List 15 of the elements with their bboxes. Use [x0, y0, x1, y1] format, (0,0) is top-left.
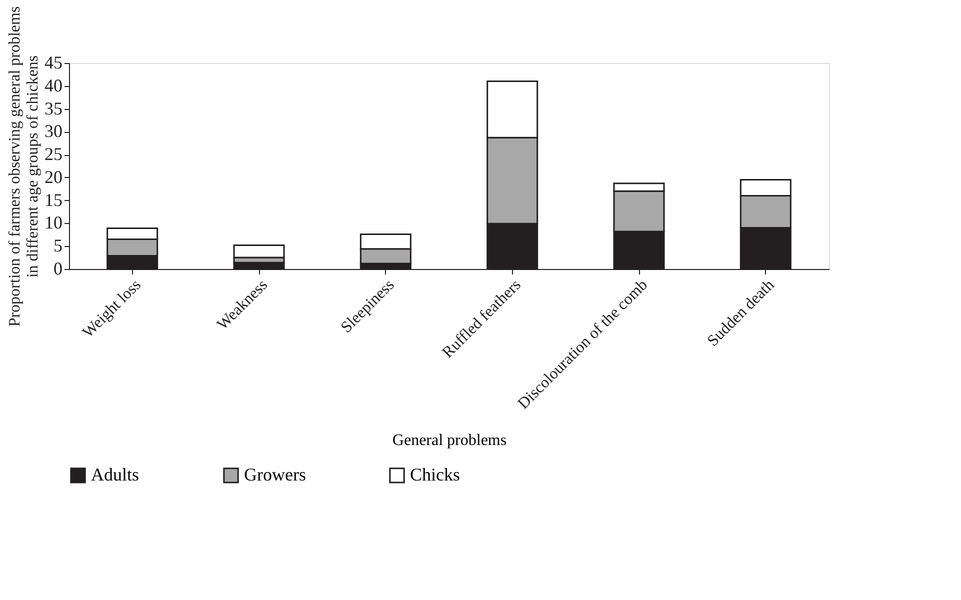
y-tick-label: 35 [44, 98, 62, 118]
y-tick-label: 45 [44, 52, 62, 72]
y-tick-label: 10 [44, 212, 62, 233]
legend-label: Adults [91, 464, 140, 484]
y-axis-title: Proportion of farmers observing general problems in different age groups of chickens [6, 6, 42, 327]
y-tick-label: 15 [44, 190, 62, 210]
x-axis-title: General problems [392, 432, 507, 449]
y-tick-label: 20 [44, 166, 62, 187]
y-tick-label: 40 [44, 75, 62, 96]
y-tick-label: 0 [54, 258, 62, 278]
y-tick-label: 5 [54, 236, 62, 256]
y-tick-label: 30 [44, 121, 62, 142]
y-tick-label: 25 [44, 144, 62, 164]
legend-label: Chicks [410, 464, 460, 484]
legend-label: Growers [244, 464, 306, 484]
